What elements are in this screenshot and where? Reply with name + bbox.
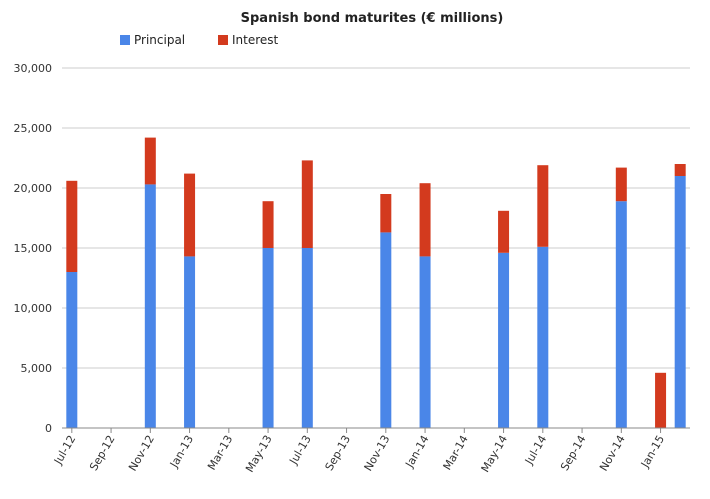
chart-title: Spanish bond maturites (€ millions) — [241, 11, 504, 26]
legend-item-interest: Interest — [218, 33, 279, 47]
bar-interest-jan-13 — [184, 173, 196, 257]
bar-interest-jan-14 — [419, 183, 431, 257]
bar-interest-nov-12 — [144, 137, 156, 185]
y-axis-ticks: 0 5,000 10,000 15,000 20,000 25,000 30,000 — [14, 62, 53, 435]
bar-interest-jul-13 — [301, 160, 313, 248]
y-tick-label: 0 — [45, 422, 52, 435]
gridlines — [62, 67, 690, 369]
bar-principal-nov-13 — [380, 232, 392, 428]
bar-principal-nov-14 — [615, 201, 627, 428]
y-tick-label: 25,000 — [14, 122, 53, 135]
x-tick-label: Jan-13 — [167, 433, 196, 471]
legend-swatch-principal — [120, 35, 130, 45]
legend: Principal Interest — [120, 33, 279, 47]
bar-principal-jul-13 — [301, 248, 313, 428]
y-tick-label: 5,000 — [21, 362, 53, 375]
legend-item-principal: Principal — [120, 33, 185, 47]
x-axis-ticks: Jul-12 Sep-12 Nov-12 Jan-13 Mar-13 May-13 Jul-… — [51, 428, 667, 475]
x-tick-label: Jul-14 — [522, 433, 549, 467]
bar-interest-may-13 — [262, 201, 274, 248]
bar-interest-jul-14 — [537, 165, 549, 247]
bar-principal-may-13 — [262, 248, 274, 428]
x-tick-label: Nov-14 — [597, 433, 628, 473]
bar-interest-nov-14 — [615, 167, 627, 202]
y-tick-label: 30,000 — [14, 62, 53, 75]
x-tick-label: Sep-14 — [558, 433, 589, 473]
x-tick-label: May-14 — [479, 433, 511, 475]
legend-label-principal: Principal — [134, 33, 185, 47]
x-tick-label: Nov-12 — [126, 433, 157, 473]
x-tick-label: Jul-12 — [51, 433, 78, 467]
y-tick-label: 15,000 — [14, 242, 53, 255]
x-tick-label: Jul-13 — [287, 433, 314, 467]
x-tick-label: Mar-13 — [205, 433, 235, 472]
x-tick-label: Sep-13 — [323, 433, 354, 473]
x-tick-label: Sep-12 — [87, 433, 118, 473]
legend-label-interest: Interest — [232, 33, 279, 47]
bar-interest-nov-13 — [380, 194, 392, 233]
x-tick-label: Jan-14 — [402, 433, 431, 471]
bar-interest-jul-12 — [66, 180, 78, 272]
bar-principal-nov-12 — [144, 184, 156, 428]
bar-principal-jul-12 — [66, 272, 78, 428]
bar-principal-feb-15 — [674, 176, 686, 428]
bar-principal-jan-13 — [184, 256, 196, 428]
bars — [66, 137, 686, 428]
x-tick-label: Mar-14 — [441, 433, 471, 472]
legend-swatch-interest — [218, 35, 228, 45]
x-tick-label: Nov-13 — [362, 433, 393, 473]
bar-interest-jan-15 — [655, 372, 667, 428]
y-tick-label: 10,000 — [14, 302, 53, 315]
bar-interest-may-14 — [498, 210, 510, 253]
x-tick-label: Jan-15 — [638, 433, 667, 471]
x-tick-label: May-13 — [243, 433, 275, 475]
bar-principal-may-14 — [498, 252, 510, 428]
y-tick-label: 20,000 — [14, 182, 53, 195]
bar-interest-feb-15 — [674, 164, 686, 176]
bar-principal-jan-14 — [419, 256, 431, 428]
bar-principal-jul-14 — [537, 246, 549, 428]
